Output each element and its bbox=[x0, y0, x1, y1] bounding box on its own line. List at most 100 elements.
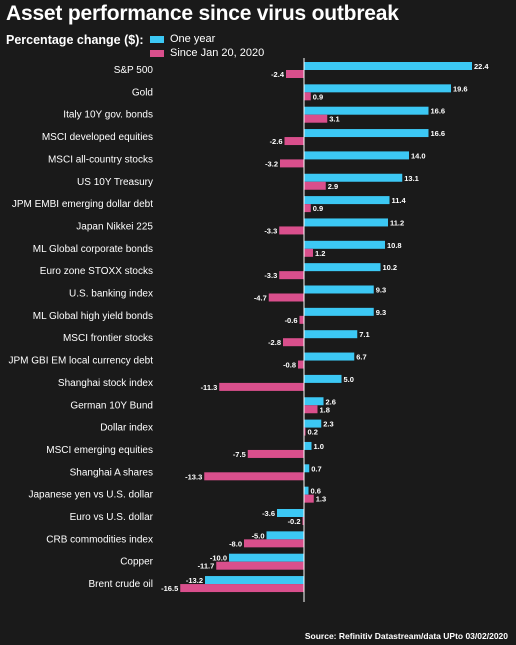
data-label: 6.7 bbox=[356, 353, 366, 362]
data-label: 13.1 bbox=[404, 174, 419, 183]
category-label: ML Global high yield bonds bbox=[33, 311, 153, 322]
legend-swatch-one-year bbox=[150, 35, 164, 43]
legend-label-one-year: One year bbox=[170, 33, 216, 45]
bar-since-jan bbox=[304, 405, 318, 414]
data-label: -0.6 bbox=[285, 316, 298, 325]
data-label: -7.5 bbox=[233, 450, 246, 459]
data-label: 9.3 bbox=[376, 308, 386, 317]
category-label: Japan Nikkei 225 bbox=[76, 221, 153, 232]
data-label: 2.9 bbox=[328, 182, 338, 191]
bar-one-year bbox=[304, 397, 324, 406]
data-label: 1.8 bbox=[320, 405, 330, 414]
category-label: MSCI frontier stocks bbox=[63, 333, 153, 344]
bar-one-year bbox=[304, 84, 451, 93]
bar-since-jan bbox=[299, 315, 304, 324]
data-label: 11.2 bbox=[390, 218, 404, 227]
legend: One year Since Jan 20, 2020 bbox=[150, 32, 264, 60]
bar-one-year bbox=[304, 196, 390, 205]
category-label: Dollar index bbox=[100, 423, 153, 434]
bar-one-year bbox=[304, 151, 409, 160]
legend-swatch-since-jan bbox=[150, 49, 164, 57]
legend-item-since-jan: Since Jan 20, 2020 bbox=[150, 46, 264, 60]
bar-since-jan bbox=[283, 338, 304, 347]
category-label: MSCI emerging equities bbox=[46, 445, 153, 456]
category-label: Shanghai stock index bbox=[58, 378, 153, 389]
data-label: 10.8 bbox=[387, 241, 402, 250]
bar-since-jan bbox=[304, 181, 326, 190]
data-label: -2.8 bbox=[268, 338, 281, 347]
data-label: 14.0 bbox=[411, 151, 426, 160]
bar-since-jan bbox=[268, 293, 304, 302]
data-label: -11.7 bbox=[198, 562, 215, 571]
category-label: Shanghai A shares bbox=[70, 467, 153, 478]
data-label: 0.9 bbox=[313, 92, 323, 101]
bar-one-year bbox=[266, 531, 304, 540]
bar-since-jan bbox=[304, 204, 311, 213]
bar-since-jan bbox=[204, 472, 304, 481]
data-label: -0.8 bbox=[283, 361, 296, 370]
data-label: -8.0 bbox=[229, 539, 242, 548]
data-label: 1.3 bbox=[316, 495, 326, 504]
data-label: -3.3 bbox=[264, 226, 277, 235]
category-label: Japanese yen vs U.S. dollar bbox=[28, 490, 153, 501]
category-label: ML Global corporate bonds bbox=[33, 244, 153, 255]
bar-since-jan bbox=[280, 159, 304, 168]
data-label: -3.3 bbox=[264, 271, 277, 280]
bar-one-year bbox=[304, 240, 385, 249]
data-label: 22.4 bbox=[474, 62, 489, 71]
category-label: JPM EMBI emerging dollar debt bbox=[12, 199, 153, 210]
category-label: US 10Y Treasury bbox=[77, 177, 153, 188]
category-label: S&P 500 bbox=[114, 65, 154, 76]
bar-since-jan bbox=[219, 382, 304, 391]
bar-since-jan bbox=[304, 248, 313, 257]
category-label: CRB commodities index bbox=[46, 534, 153, 545]
bar-since-jan bbox=[304, 494, 314, 503]
data-label: 0.9 bbox=[313, 204, 323, 213]
bar-one-year bbox=[304, 464, 310, 473]
data-label: -13.3 bbox=[185, 472, 202, 481]
category-label: Gold bbox=[132, 87, 153, 98]
data-label: -2.4 bbox=[271, 70, 285, 79]
category-label: MSCI developed equities bbox=[42, 132, 153, 143]
bar-one-year bbox=[205, 576, 304, 585]
data-label: 3.1 bbox=[329, 115, 339, 124]
category-label: Brent crude oil bbox=[89, 579, 153, 590]
data-label: 1.0 bbox=[314, 442, 324, 451]
data-label: 11.4 bbox=[392, 196, 407, 205]
data-label: -2.6 bbox=[270, 137, 283, 146]
bar-since-jan bbox=[304, 427, 306, 436]
category-label: MSCI all-country stocks bbox=[48, 154, 153, 165]
data-label: -0.2 bbox=[288, 517, 301, 526]
data-label: -3.6 bbox=[262, 509, 275, 518]
bar-one-year bbox=[304, 352, 355, 361]
data-label: 16.6 bbox=[431, 107, 446, 116]
bar-one-year bbox=[304, 285, 374, 294]
category-label: Italy 10Y gov. bonds bbox=[63, 110, 153, 121]
bar-one-year bbox=[304, 263, 381, 272]
bar-one-year bbox=[277, 509, 304, 517]
bar-one-year bbox=[304, 441, 312, 450]
bar-one-year bbox=[304, 129, 429, 138]
bar-since-jan bbox=[216, 561, 304, 570]
bar-one-year bbox=[304, 419, 322, 428]
data-label: -5.0 bbox=[252, 531, 265, 540]
data-label: 9.3 bbox=[376, 286, 386, 295]
data-label: 2.3 bbox=[323, 420, 333, 429]
bar-one-year bbox=[304, 218, 388, 227]
bar-since-jan bbox=[247, 449, 304, 458]
bar-since-jan bbox=[284, 137, 304, 146]
bar-since-jan bbox=[304, 114, 328, 123]
data-label: -13.2 bbox=[186, 576, 203, 585]
data-label: -4.7 bbox=[254, 294, 267, 303]
data-label: 0.7 bbox=[311, 464, 321, 473]
category-label: Copper bbox=[120, 557, 153, 568]
bar-one-year bbox=[304, 374, 342, 383]
data-label: 0.2 bbox=[308, 428, 318, 437]
bar-since-jan bbox=[286, 70, 304, 78]
source-note: Source: Refinitiv Datastream/data UPto 0… bbox=[304, 631, 508, 641]
data-label: 19.6 bbox=[453, 84, 468, 93]
data-label: -16.5 bbox=[161, 584, 178, 593]
bar-one-year bbox=[304, 106, 429, 115]
